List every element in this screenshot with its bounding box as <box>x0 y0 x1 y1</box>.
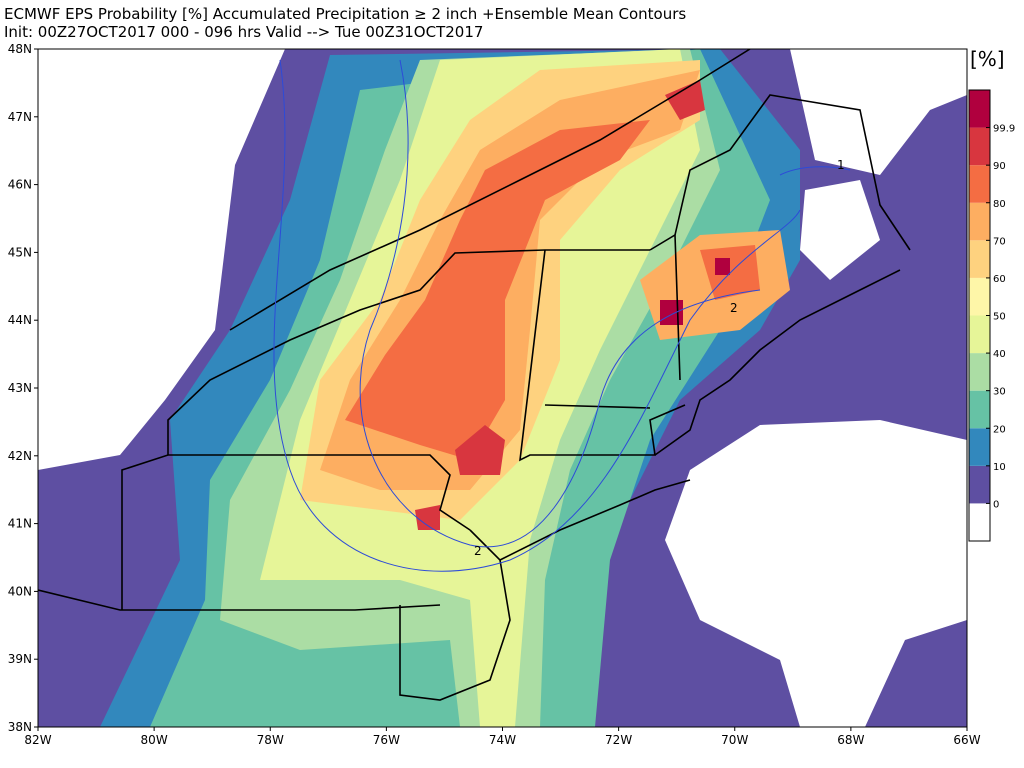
colorbar-label: 50 <box>993 312 1006 323</box>
lon-label: 74W <box>489 733 516 747</box>
colorbar-segment <box>969 315 990 354</box>
colorbar-unit: [%] <box>970 47 1005 71</box>
contour-label: 1 <box>837 158 845 172</box>
lon-label: 82W <box>24 733 51 747</box>
colorbar-label: 60 <box>993 274 1006 285</box>
lon-label: 70W <box>721 733 748 747</box>
lat-label: 45N <box>8 245 32 259</box>
band-99 <box>715 258 730 275</box>
colorbar-label: 40 <box>993 349 1006 360</box>
subtitle: Init: 00Z27OCT2017 000 - 096 hrs Valid -… <box>4 23 483 41</box>
colorbar-label: 20 <box>993 424 1006 435</box>
mean-contours <box>273 59 851 572</box>
colorbar-segment <box>969 127 990 166</box>
lat-label: 47N <box>8 110 32 124</box>
title: ECMWF EPS Probability [%] Accumulated Pr… <box>4 5 686 23</box>
colorbar-segment <box>969 277 990 316</box>
band-90 <box>455 425 505 475</box>
colorbar-label: 99.9 <box>993 124 1015 135</box>
colorbar: 0 10 20 30 40 50 60 70 80 90 99.9 <box>968 89 1015 542</box>
lon-label: 76W <box>373 733 400 747</box>
colorbar-segment <box>969 90 990 128</box>
lat-label: 43N <box>8 381 32 395</box>
lat-label: 48N <box>8 42 32 56</box>
lon-label: 80W <box>141 733 168 747</box>
no-precip <box>38 49 285 470</box>
lon-label: 66W <box>953 733 980 747</box>
lat-label: 44N <box>8 313 32 327</box>
colorbar-segment <box>969 428 990 466</box>
lat-label: 41N <box>8 517 32 531</box>
colorbar-label: 90 <box>993 161 1006 172</box>
band-99 <box>660 300 683 325</box>
lon-label: 72W <box>605 733 632 747</box>
lat-label: 38N <box>8 720 32 734</box>
colorbar-label: 80 <box>993 199 1006 210</box>
lat-label: 46N <box>8 178 32 192</box>
band-80 <box>345 120 650 460</box>
no-precip <box>790 49 967 175</box>
contour-label: 2 <box>474 544 482 558</box>
no-precip <box>665 420 967 727</box>
colorbar-segment <box>969 165 990 203</box>
colorbar-label: 10 <box>993 462 1006 473</box>
colorbar-segment <box>969 390 990 429</box>
colorbar-segment <box>969 202 990 241</box>
lat-label: 42N <box>8 449 32 463</box>
band-90 <box>665 80 705 120</box>
colorbar-segment <box>969 465 990 504</box>
lat-label: 40N <box>8 584 32 598</box>
colorbar-segment <box>969 353 990 391</box>
colorbar-label: 70 <box>993 236 1006 247</box>
colorbar-segment <box>969 503 990 541</box>
borders <box>38 49 911 701</box>
colorbar-label: 0 <box>993 499 999 510</box>
lat-label: 39N <box>8 652 32 666</box>
lon-label: 78W <box>257 733 284 747</box>
band-90 <box>415 505 440 530</box>
map-area <box>38 49 967 727</box>
colorbar-label: 30 <box>993 387 1006 398</box>
contour-label: 2 <box>730 301 738 315</box>
colorbar-segment <box>969 240 990 278</box>
no-precip <box>800 180 880 280</box>
lon-label: 68W <box>837 733 864 747</box>
